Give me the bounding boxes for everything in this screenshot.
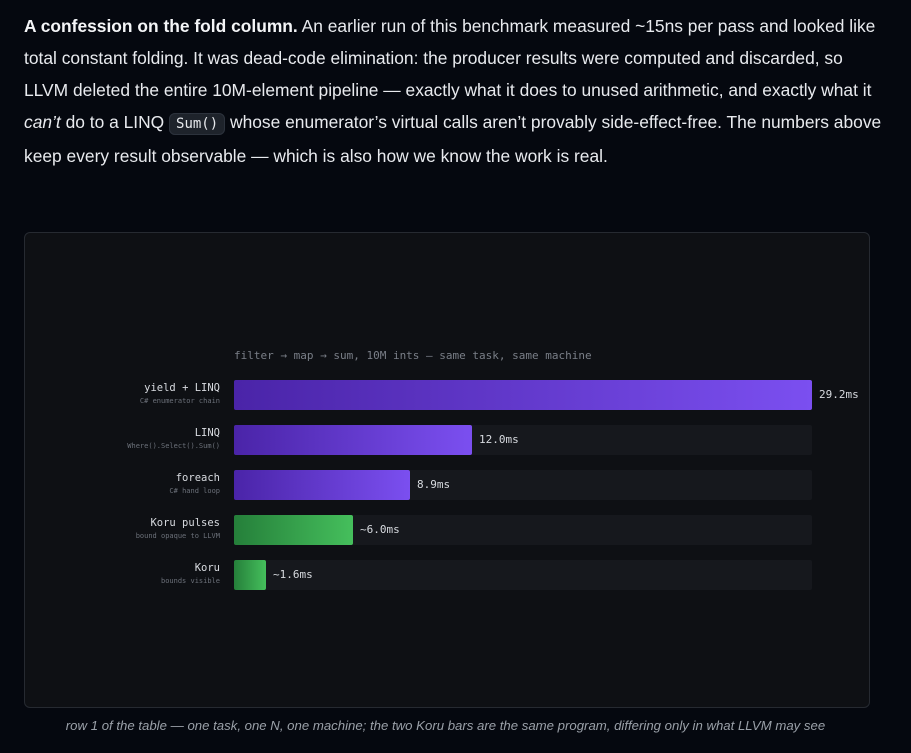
bar-foreach — [234, 470, 410, 500]
bar-category-sublabel: C# hand loop — [169, 487, 220, 495]
bar-koru — [234, 560, 266, 590]
chart-title: filter → map → sum, 10M ints — same task… — [234, 349, 592, 362]
paragraph-emphasis: can’t — [24, 112, 61, 132]
bar-category-label: yield + LINQ C# enumerator chain — [140, 382, 220, 406]
bar-category-sublabel: C# enumerator chain — [139, 397, 220, 405]
paragraph-text-2: do to a LINQ — [60, 112, 170, 132]
bar-koru-pulses — [234, 515, 353, 545]
bar-value-label: 29.2ms — [819, 388, 859, 401]
bar-category-sublabel: bound opaque to LLVM — [135, 532, 220, 540]
confession-paragraph: A confession on the fold column. An earl… — [24, 10, 886, 172]
bar-value-label: ~6.0ms — [360, 523, 400, 536]
bar-yield-linq — [234, 380, 812, 410]
benchmark-chart: filter → map → sum, 10M ints — same task… — [24, 232, 870, 708]
bar-category-sublabel: bounds visible — [160, 577, 220, 585]
bar-category-name: yield + LINQ — [144, 382, 220, 394]
bar-value-label: ~1.6ms — [273, 568, 313, 581]
paragraph-text-3: whose enumerator’s virtual calls aren’t … — [24, 112, 882, 166]
inline-code-sum: Sum() — [169, 113, 226, 135]
bar-category-label: foreach C# hand loop — [169, 472, 220, 496]
bar-row: LINQ Where().Select().Sum() 12.0ms — [25, 425, 871, 455]
bar-category-name: Koru — [194, 562, 220, 574]
bar-track — [234, 560, 812, 590]
bar-category-name: LINQ — [194, 427, 220, 439]
bar-category-name: foreach — [175, 472, 220, 484]
bar-row: yield + LINQ C# enumerator chain 29.2ms — [25, 380, 871, 410]
bar-value-label: 12.0ms — [479, 433, 519, 446]
bar-row: foreach C# hand loop 8.9ms — [25, 470, 871, 500]
paragraph-text-1: An earlier run of this benchmark measure… — [24, 16, 876, 100]
bar-category-label: LINQ Where().Select().Sum() — [127, 427, 220, 451]
bar-category-label: Koru pulses bound opaque to LLVM — [136, 517, 220, 541]
bar-row: Koru pulses bound opaque to LLVM ~6.0ms — [25, 515, 871, 545]
chart-caption: row 1 of the table — one task, one N, on… — [65, 718, 826, 733]
bar-category-label: Koru bounds visible — [161, 562, 220, 586]
bar-category-name: Koru pulses — [150, 517, 220, 529]
bar-linq — [234, 425, 472, 455]
bar-category-sublabel: Where().Select().Sum() — [127, 442, 220, 450]
bar-row: Koru bounds visible ~1.6ms — [25, 560, 871, 590]
paragraph-lead: A confession on the fold column. — [24, 16, 298, 36]
bar-value-label: 8.9ms — [417, 478, 451, 491]
